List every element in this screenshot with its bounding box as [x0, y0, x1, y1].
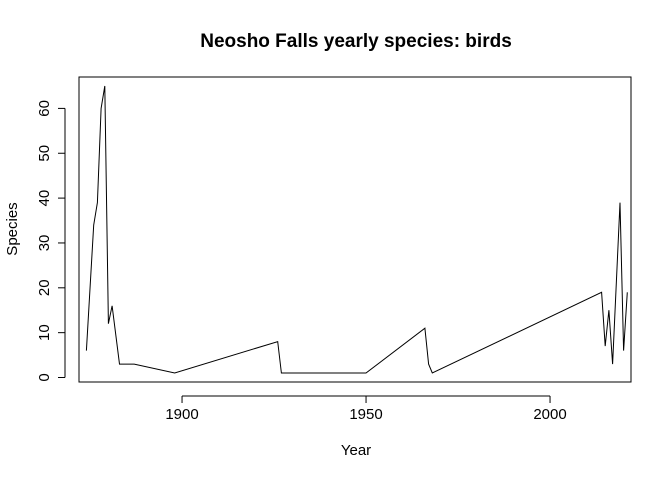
y-tick-label: 10 [36, 324, 53, 341]
series-layer [85, 85, 628, 374]
y-axis: 0 10 20 30 40 50 60 [36, 100, 66, 382]
y-axis-label: Species [4, 202, 21, 255]
y-tick-label: 50 [36, 145, 53, 162]
y-tick-label: 60 [36, 100, 53, 117]
y-tick-label: 30 [36, 235, 53, 252]
x-tick-label: 1950 [349, 406, 382, 423]
x-tick-label: 1900 [165, 406, 198, 423]
y-tick-label: 40 [36, 190, 53, 207]
x-axis-label: Year [341, 442, 371, 459]
plot-frame [78, 76, 632, 383]
series-line [85, 85, 628, 374]
x-axis: 1900 1950 2000 [165, 395, 567, 423]
y-tick-label: 20 [36, 279, 53, 296]
x-tick-label: 2000 [533, 406, 566, 423]
chart-title: Neosho Falls yearly species: birds [200, 31, 512, 52]
y-tick-label: 0 [36, 373, 53, 381]
